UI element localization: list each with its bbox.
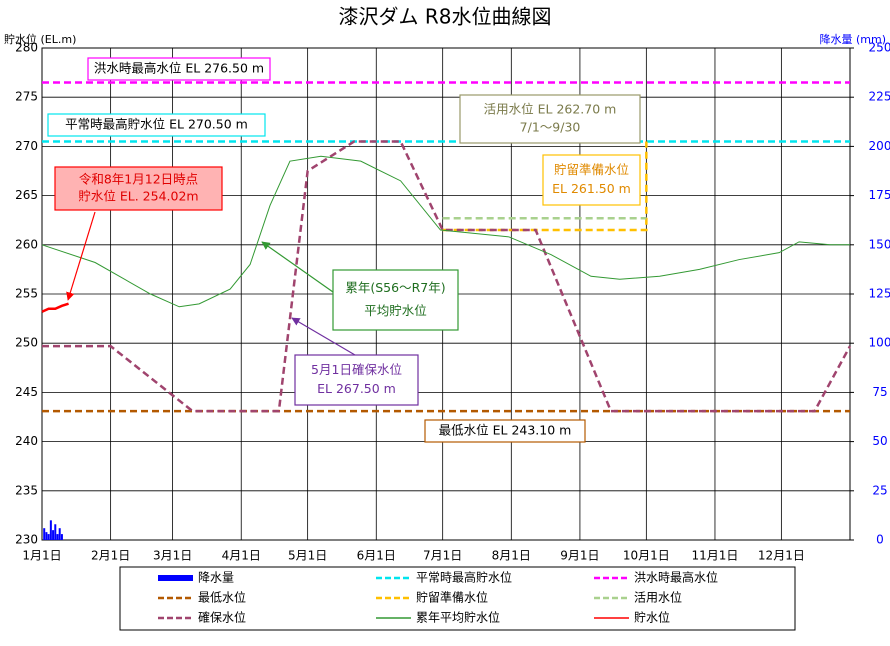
legend-label: 確保水位 <box>198 610 246 625</box>
precip-bar <box>43 528 46 540</box>
legend-label: 貯留準備水位 <box>416 590 488 605</box>
legend-label: 活用水位 <box>634 590 682 605</box>
annotation-text: 平常時最高貯水位 EL 270.50 m <box>65 117 248 132</box>
y2-tick-label: 0 <box>876 533 884 547</box>
x-tick-label: 3月1日 <box>153 549 192 563</box>
y2-tick-label: 225 <box>869 90 890 104</box>
y2-tick-label: 125 <box>869 287 890 301</box>
y-tick-label: 235 <box>15 483 38 497</box>
annotation-box <box>294 354 419 406</box>
y2-tick-label: 150 <box>869 237 890 251</box>
precip-bar <box>49 520 52 540</box>
annotation-text: 累年(S56～R7年) <box>345 280 445 295</box>
annotation-text: EL 267.50 m <box>317 381 396 396</box>
precip-bar <box>54 524 57 540</box>
annotation-box <box>424 419 586 443</box>
x-tick-label: 7月1日 <box>423 549 462 563</box>
annotation-text: 令和8年1月12日時点 <box>79 172 198 187</box>
annotation-text: 平均貯水位 <box>364 303 427 318</box>
precip-bar <box>45 532 48 540</box>
annotation-text: 5月1日確保水位 <box>311 362 402 377</box>
legend-label: 貯水位 <box>634 610 670 625</box>
series-line <box>41 155 850 308</box>
y2-tick-label: 75 <box>872 385 887 399</box>
annotation-text: 活用水位 EL 262.70 m <box>484 101 617 116</box>
legend-label: 最低水位 <box>198 590 246 605</box>
x-tick-label: 11月1日 <box>692 549 739 563</box>
y2-tick-label: 100 <box>869 336 890 350</box>
x-tick-label: 9月1日 <box>560 549 599 563</box>
annotation-box <box>459 94 641 144</box>
chart-title: 漆沢ダム R8水位曲線図 <box>339 5 552 29</box>
y2-tick-label: 250 <box>869 41 890 55</box>
x-tick-label: 6月1日 <box>357 549 396 563</box>
y2-axis-label: 降水量 (mm) <box>819 32 886 46</box>
series-line <box>442 141 648 232</box>
precip-bar <box>60 534 63 540</box>
y2-tick-label: 50 <box>872 434 887 448</box>
x-tick-label: 12月1日 <box>758 549 805 563</box>
y-tick-label: 255 <box>15 287 38 301</box>
annotation-box <box>332 269 459 331</box>
y-tick-label: 275 <box>15 90 38 104</box>
legend-label: 平常時最高貯水位 <box>416 570 512 585</box>
annotation-box <box>87 57 271 81</box>
x-tick-label: 4月1日 <box>222 549 261 563</box>
annotation-box <box>54 166 223 211</box>
legend-label: 降水量 <box>198 571 234 585</box>
precip-bar <box>58 528 61 540</box>
legend-swatch <box>158 575 193 581</box>
y2-tick-label: 200 <box>869 139 890 153</box>
x-tick-label: 5月1日 <box>288 549 327 563</box>
y-tick-label: 250 <box>15 336 38 350</box>
x-tick-label: 1月1日 <box>22 549 61 563</box>
series-line <box>42 140 852 413</box>
annotation-arrow <box>291 317 356 356</box>
x-tick-label: 10月1日 <box>623 549 670 563</box>
y-tick-label: 230 <box>15 533 38 547</box>
y-tick-label: 280 <box>15 41 38 55</box>
y2-tick-label: 25 <box>872 483 887 497</box>
precip-bar <box>56 534 59 540</box>
y-tick-label: 270 <box>15 139 38 153</box>
annotation-arrow <box>66 211 96 301</box>
y-axis-label: 貯水位 (EL.m) <box>4 32 76 46</box>
x-tick-label: 2月1日 <box>91 549 130 563</box>
legend-box <box>119 566 796 631</box>
precip-bar <box>52 530 55 540</box>
y-tick-label: 240 <box>15 434 38 448</box>
annotation-text: 貯留準備水位 <box>554 162 629 177</box>
annotation-text: 7/1～9/30 <box>520 120 581 135</box>
annotation-text: 洪水時最高水位 EL 276.50 m <box>94 61 264 76</box>
legend-label: 洪水時最高水位 <box>634 570 718 585</box>
annotation-box <box>47 113 266 137</box>
annotation-box <box>542 154 641 206</box>
y2-tick-label: 175 <box>869 188 890 202</box>
y-tick-label: 245 <box>15 385 38 399</box>
annotation-text: EL 261.50 m <box>552 181 631 196</box>
annotation-text: 貯水位 EL. 254.02m <box>78 188 198 203</box>
y-tick-label: 265 <box>15 188 38 202</box>
annotation-text: 最低水位 EL 243.10 m <box>439 423 572 438</box>
series-line <box>41 302 69 313</box>
legend-label: 累年平均貯水位 <box>416 610 500 625</box>
y-tick-label: 260 <box>15 237 38 251</box>
x-tick-label: 8月1日 <box>492 549 531 563</box>
precip-bar <box>47 534 50 540</box>
annotation-arrow <box>261 241 334 293</box>
